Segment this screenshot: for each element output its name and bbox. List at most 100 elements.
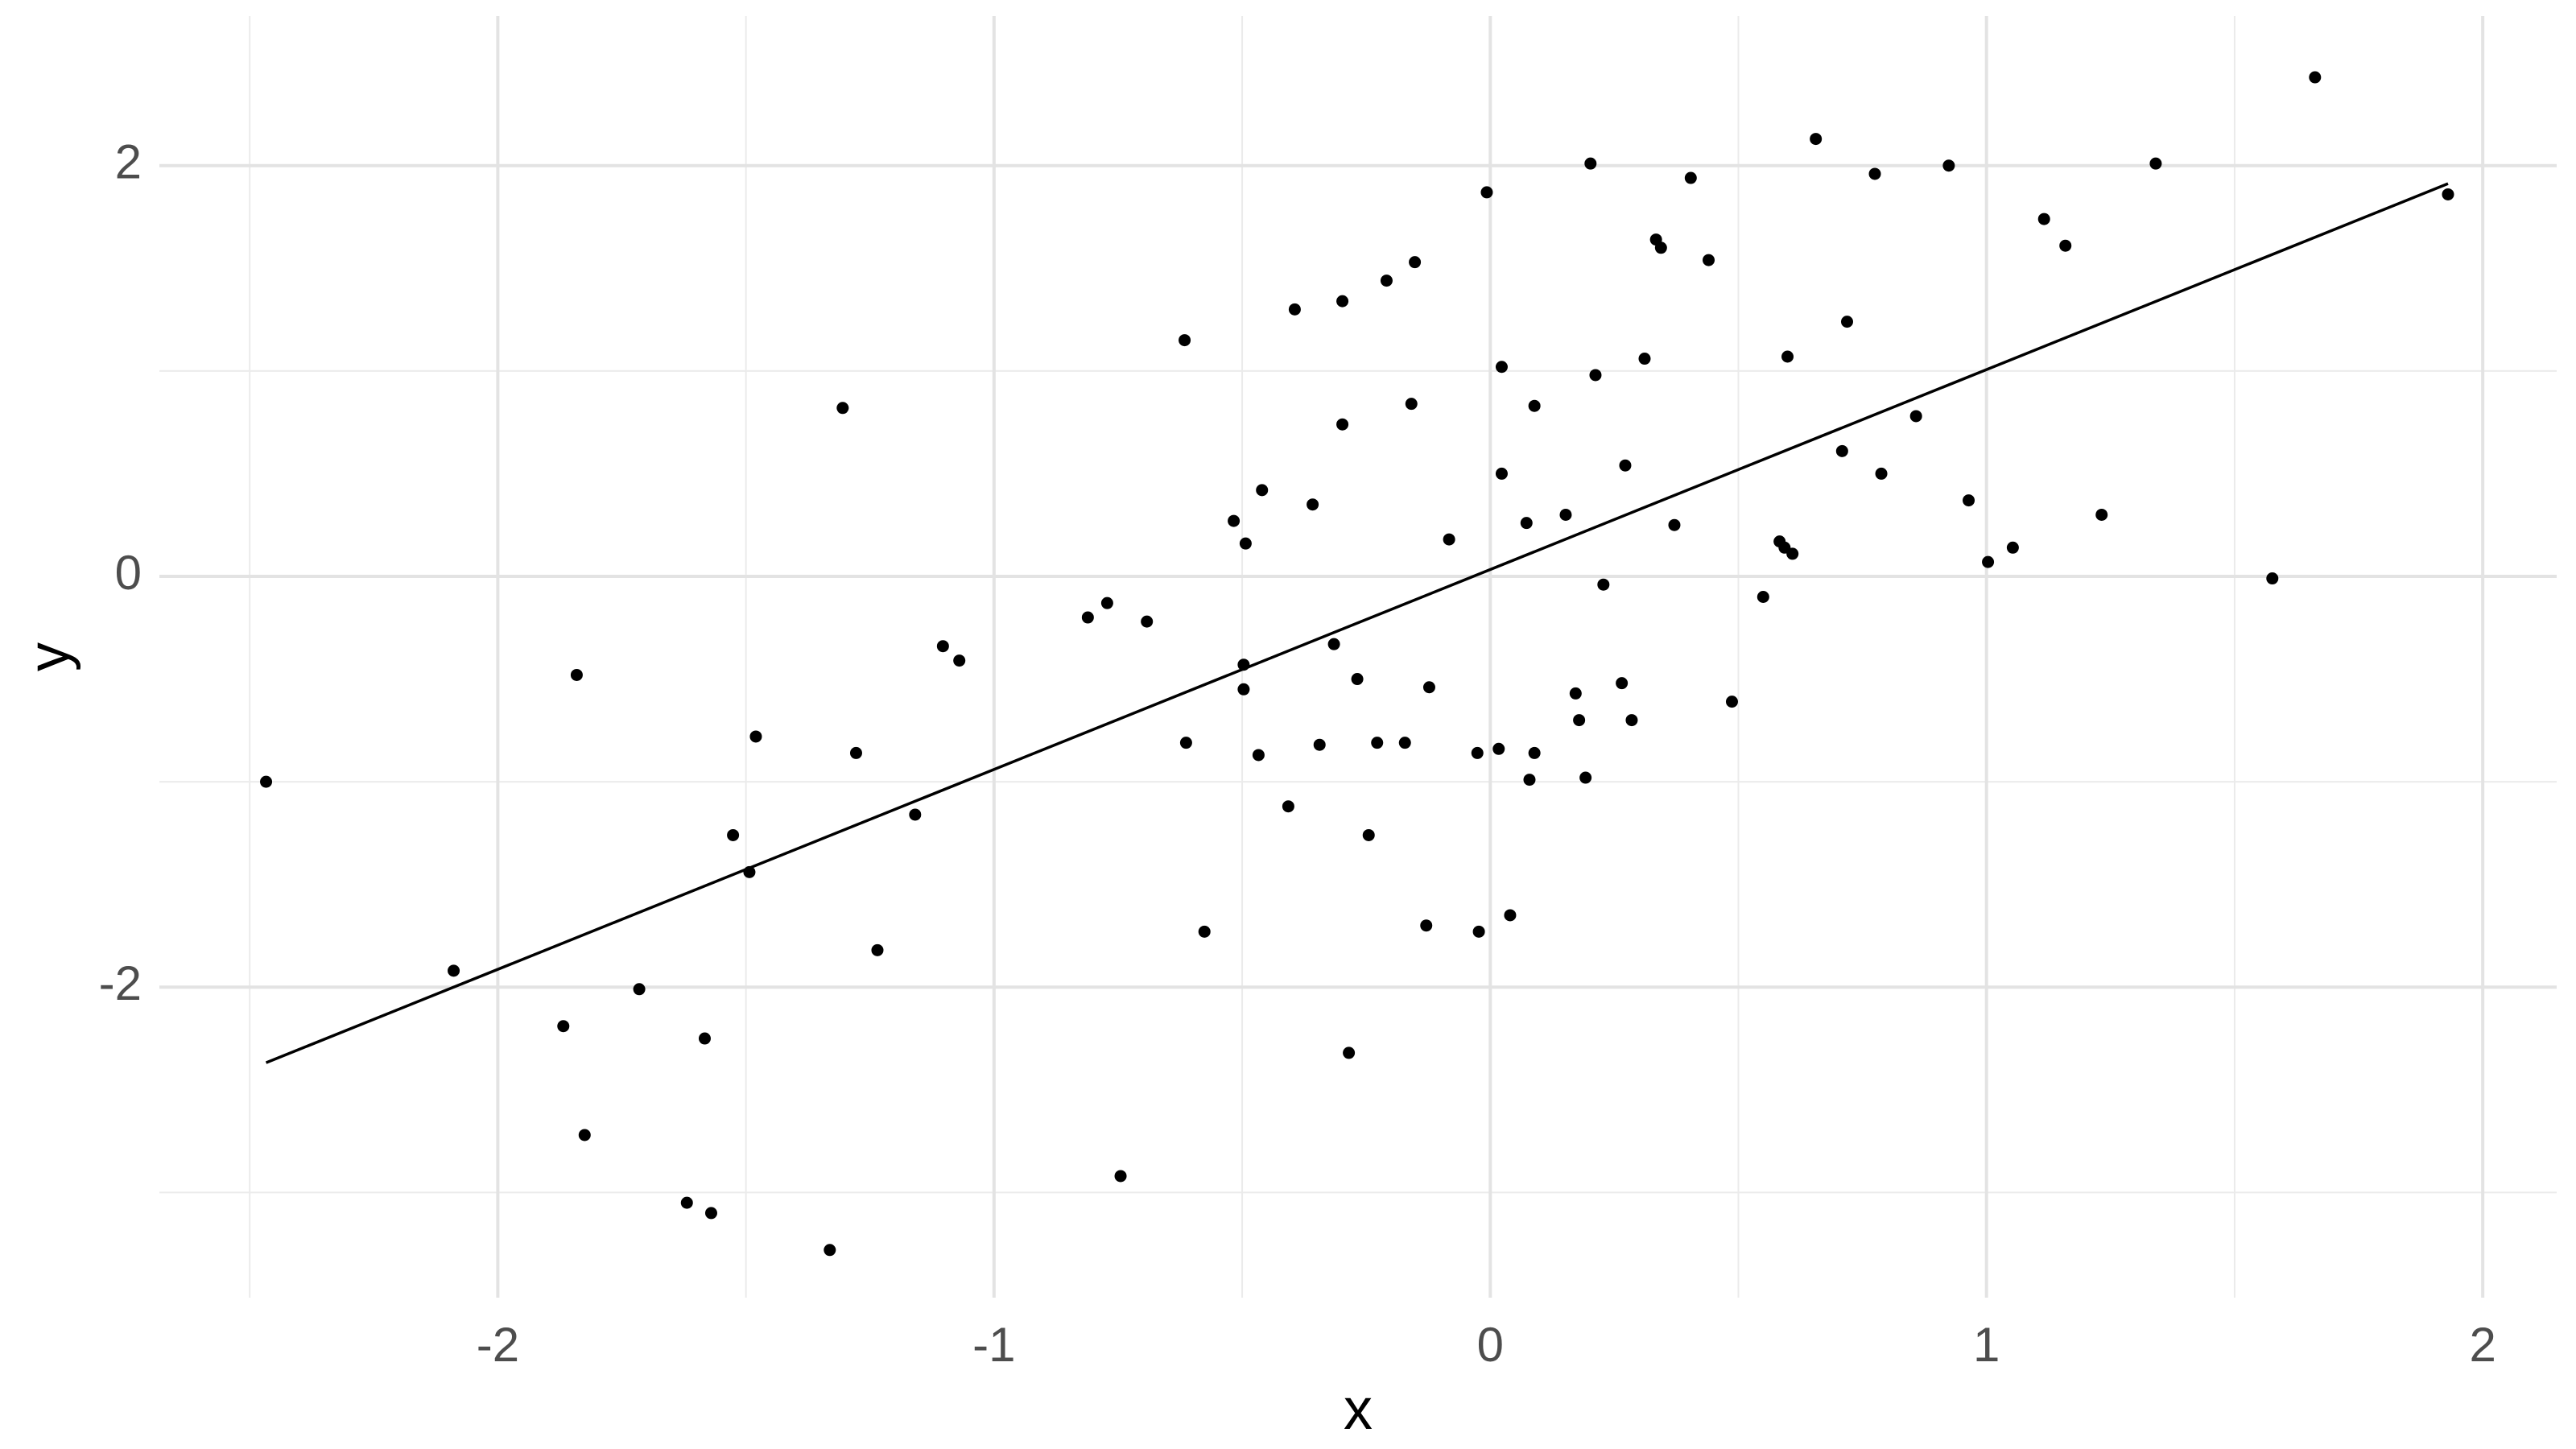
x-tick-label: -2 xyxy=(477,1318,519,1372)
point xyxy=(260,775,273,788)
point xyxy=(1868,167,1881,180)
x-tick-label: 1 xyxy=(1973,1318,2000,1372)
x-tick-label: -1 xyxy=(972,1318,1015,1372)
point xyxy=(1781,350,1794,363)
point xyxy=(1351,673,1364,686)
point xyxy=(1840,316,1853,328)
point xyxy=(1786,547,1799,560)
fit-line xyxy=(265,182,2449,1064)
point xyxy=(2309,71,2322,84)
point xyxy=(953,654,966,667)
point xyxy=(1362,828,1375,841)
point xyxy=(1405,398,1418,411)
point xyxy=(1684,171,1697,184)
point xyxy=(1198,925,1211,938)
point xyxy=(824,1244,836,1257)
point xyxy=(1422,681,1435,694)
point xyxy=(1589,369,1602,382)
point xyxy=(1654,242,1667,254)
point xyxy=(570,668,583,681)
point xyxy=(1443,533,1455,546)
point xyxy=(1081,611,1094,624)
point xyxy=(1100,597,1113,609)
point xyxy=(1409,256,1422,269)
point xyxy=(1520,517,1533,530)
point xyxy=(1179,334,1191,347)
point xyxy=(1239,537,1252,550)
point xyxy=(698,1032,711,1045)
x-axis-title: x xyxy=(1344,1377,1373,1442)
point xyxy=(1638,353,1651,365)
point xyxy=(1982,555,1995,568)
point xyxy=(2006,541,2019,554)
point xyxy=(1725,696,1738,708)
point xyxy=(1256,484,1269,497)
point xyxy=(1495,361,1508,374)
point xyxy=(2059,239,2072,252)
point xyxy=(1313,738,1326,751)
point xyxy=(1668,518,1681,531)
point xyxy=(849,746,862,759)
y-tick-label: 0 xyxy=(115,546,142,600)
point xyxy=(871,943,884,956)
point xyxy=(1252,749,1265,762)
point xyxy=(909,808,922,821)
point xyxy=(2095,508,2108,521)
point xyxy=(448,964,460,977)
point xyxy=(1835,444,1848,457)
x-tick-label: 0 xyxy=(1477,1318,1504,1372)
point xyxy=(1810,133,1823,146)
y-tick-label: 2 xyxy=(115,135,142,189)
point xyxy=(1757,591,1769,604)
point xyxy=(836,402,849,415)
point xyxy=(1288,303,1301,316)
point xyxy=(1179,737,1192,749)
point xyxy=(1336,418,1349,431)
point xyxy=(1523,774,1536,786)
point xyxy=(1327,638,1340,650)
y-axis-title: y xyxy=(17,642,81,671)
point xyxy=(704,1207,717,1220)
point xyxy=(557,1020,570,1033)
point xyxy=(1371,737,1384,749)
y-tick-label: -2 xyxy=(99,956,142,1010)
point xyxy=(1616,677,1629,690)
point xyxy=(1579,771,1592,784)
point xyxy=(1504,909,1517,922)
point xyxy=(1472,925,1485,938)
point xyxy=(1597,578,1610,591)
point xyxy=(1569,687,1582,700)
point xyxy=(1420,919,1433,932)
point xyxy=(1528,399,1541,412)
point xyxy=(1398,737,1411,749)
point xyxy=(1703,254,1715,266)
point xyxy=(1528,746,1541,759)
point xyxy=(2442,188,2454,200)
point xyxy=(1584,157,1597,170)
point xyxy=(1619,459,1632,472)
point xyxy=(1963,494,1975,507)
point xyxy=(1343,1046,1356,1059)
point xyxy=(1237,683,1250,696)
point xyxy=(1336,295,1349,308)
point xyxy=(1559,508,1572,521)
point xyxy=(936,640,949,653)
point xyxy=(2266,572,2279,585)
point xyxy=(1471,746,1484,759)
point xyxy=(1282,800,1294,813)
point xyxy=(749,730,762,743)
point xyxy=(1480,186,1493,199)
point xyxy=(1573,714,1586,727)
point xyxy=(1875,467,1888,480)
point xyxy=(1114,1170,1127,1183)
point xyxy=(2149,157,2162,170)
point xyxy=(633,983,646,996)
point xyxy=(2037,213,2050,225)
point xyxy=(727,828,740,841)
point xyxy=(1228,514,1241,527)
point xyxy=(1492,742,1505,755)
point xyxy=(578,1129,591,1141)
point xyxy=(1380,275,1393,287)
